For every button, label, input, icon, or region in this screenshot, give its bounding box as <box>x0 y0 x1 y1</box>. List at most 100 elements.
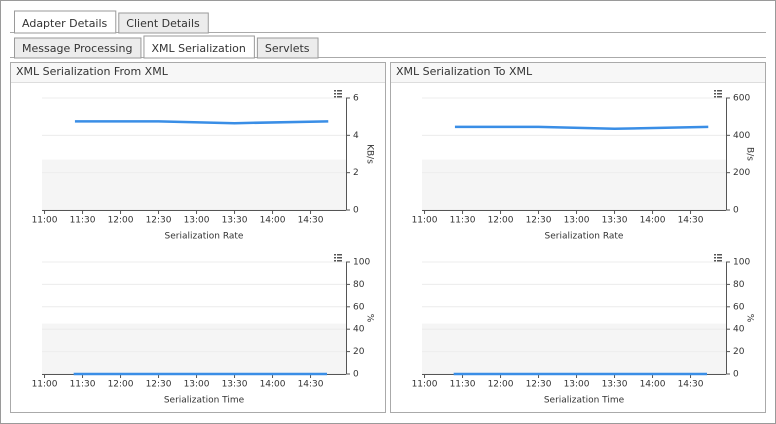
y-tick-label: 60 <box>733 302 745 312</box>
subtab[interactable] <box>256 37 319 59</box>
plot-band <box>42 159 346 210</box>
x-axis-title: Serialization Rate <box>545 232 624 242</box>
menu-icon-dot[interactable] <box>714 90 716 92</box>
x-axis-title: Serialization Time <box>544 396 625 406</box>
x-tick-label: 11:00 <box>412 216 438 226</box>
x-tick-label: 13:00 <box>184 216 210 226</box>
x-tick-label: 11:30 <box>70 380 96 390</box>
subtab[interactable] <box>143 35 255 59</box>
x-tick-label: 11:00 <box>32 216 58 226</box>
y-tick-label: 400 <box>733 131 750 141</box>
menu-icon-dot[interactable] <box>714 254 716 256</box>
x-tick-label: 14:30 <box>678 380 704 390</box>
y-tick-label: 20 <box>733 347 745 357</box>
subtab[interactable] <box>14 37 142 59</box>
y-tick-label: 100 <box>353 258 370 268</box>
menu-icon-bar[interactable] <box>337 90 342 92</box>
menu-icon-bar[interactable] <box>337 93 342 95</box>
menu-icon-dot[interactable] <box>334 96 336 98</box>
subtab-label[interactable]: Message Processing <box>22 42 132 55</box>
x-tick-label: 13:30 <box>602 216 628 226</box>
x-tick-label: 11:00 <box>412 380 438 390</box>
x-tick-label: 11:30 <box>450 216 476 226</box>
y-tick-label: 60 <box>353 302 365 312</box>
menu-icon-dot[interactable] <box>714 93 716 95</box>
menu-icon-dot[interactable] <box>334 93 336 95</box>
menu-icon-bar[interactable] <box>717 93 722 95</box>
series-line <box>74 120 329 125</box>
y-axis-title: B/s <box>745 147 755 161</box>
x-tick-label: 12:00 <box>108 216 134 226</box>
subtab-label[interactable]: Servlets <box>265 42 310 55</box>
x-tick-label: 12:00 <box>488 216 514 226</box>
menu-icon-dot[interactable] <box>334 260 336 262</box>
series-line <box>454 125 709 131</box>
y-tick-label: 80 <box>733 280 745 290</box>
x-tick-label: 14:00 <box>260 216 286 226</box>
tab-label[interactable]: Client Details <box>126 17 200 30</box>
plot-band <box>422 323 726 374</box>
menu-icon-bar[interactable] <box>717 96 722 98</box>
panel-title: XML Serialization To XML <box>396 65 533 78</box>
x-tick-label: 11:00 <box>32 380 58 390</box>
plot-band <box>42 323 346 374</box>
y-axis-title: % <box>365 314 375 323</box>
x-tick-label: 11:30 <box>450 380 476 390</box>
x-tick-label: 14:30 <box>298 216 324 226</box>
x-tick-label: 13:00 <box>564 380 590 390</box>
y-axis-title: KB/s <box>365 144 375 164</box>
x-tick-label: 14:00 <box>640 216 666 226</box>
y-tick-label: 0 <box>353 370 359 380</box>
tab-label[interactable]: Adapter Details <box>22 17 108 30</box>
tab[interactable] <box>14 10 117 34</box>
x-tick-label: 11:30 <box>70 216 96 226</box>
plot-band <box>422 159 726 210</box>
x-axis-title: Serialization Time <box>164 396 245 406</box>
x-tick-label: 12:00 <box>488 380 514 390</box>
y-tick-label: 0 <box>353 206 359 216</box>
x-axis-title: Serialization Rate <box>165 232 244 242</box>
x-tick-label: 13:00 <box>564 216 590 226</box>
menu-icon-dot[interactable] <box>334 254 336 256</box>
subtab-label[interactable]: XML Serialization <box>151 42 245 55</box>
panel-title: XML Serialization From XML <box>16 65 169 78</box>
menu-icon-bar[interactable] <box>337 260 342 262</box>
menu-icon-bar[interactable] <box>717 257 722 259</box>
x-tick-label: 12:30 <box>526 216 552 226</box>
y-tick-label: 2 <box>353 168 359 178</box>
panel-header <box>11 63 385 82</box>
y-tick-label: 0 <box>733 370 739 380</box>
menu-icon-dot[interactable] <box>334 257 336 259</box>
y-axis-title: % <box>745 314 755 323</box>
x-tick-label: 12:30 <box>526 380 552 390</box>
menu-icon-bar[interactable] <box>717 254 722 256</box>
menu-icon-dot[interactable] <box>714 257 716 259</box>
x-tick-label: 14:30 <box>298 380 324 390</box>
menu-icon-bar[interactable] <box>717 90 722 92</box>
y-tick-label: 40 <box>353 325 365 335</box>
y-tick-label: 100 <box>733 258 750 268</box>
menu-icon-bar[interactable] <box>337 254 342 256</box>
x-tick-label: 13:00 <box>184 380 210 390</box>
menu-icon-dot[interactable] <box>334 90 336 92</box>
menu-icon-dot[interactable] <box>714 260 716 262</box>
menu-icon-dot[interactable] <box>714 96 716 98</box>
y-tick-label: 4 <box>353 131 359 141</box>
tab[interactable] <box>118 12 209 34</box>
menu-icon-bar[interactable] <box>337 257 342 259</box>
x-tick-label: 13:30 <box>602 380 628 390</box>
y-tick-label: 6 <box>353 94 359 104</box>
x-tick-label: 12:30 <box>146 216 172 226</box>
x-tick-label: 14:00 <box>260 380 286 390</box>
panel-header <box>391 63 765 82</box>
menu-icon-bar[interactable] <box>717 260 722 262</box>
x-tick-label: 12:00 <box>108 380 134 390</box>
y-tick-label: 40 <box>733 325 745 335</box>
y-tick-label: 0 <box>733 206 739 216</box>
menu-icon-bar[interactable] <box>337 96 342 98</box>
y-tick-label: 200 <box>733 168 750 178</box>
x-tick-label: 13:30 <box>222 380 248 390</box>
x-tick-label: 13:30 <box>222 216 248 226</box>
x-tick-label: 14:30 <box>678 216 704 226</box>
